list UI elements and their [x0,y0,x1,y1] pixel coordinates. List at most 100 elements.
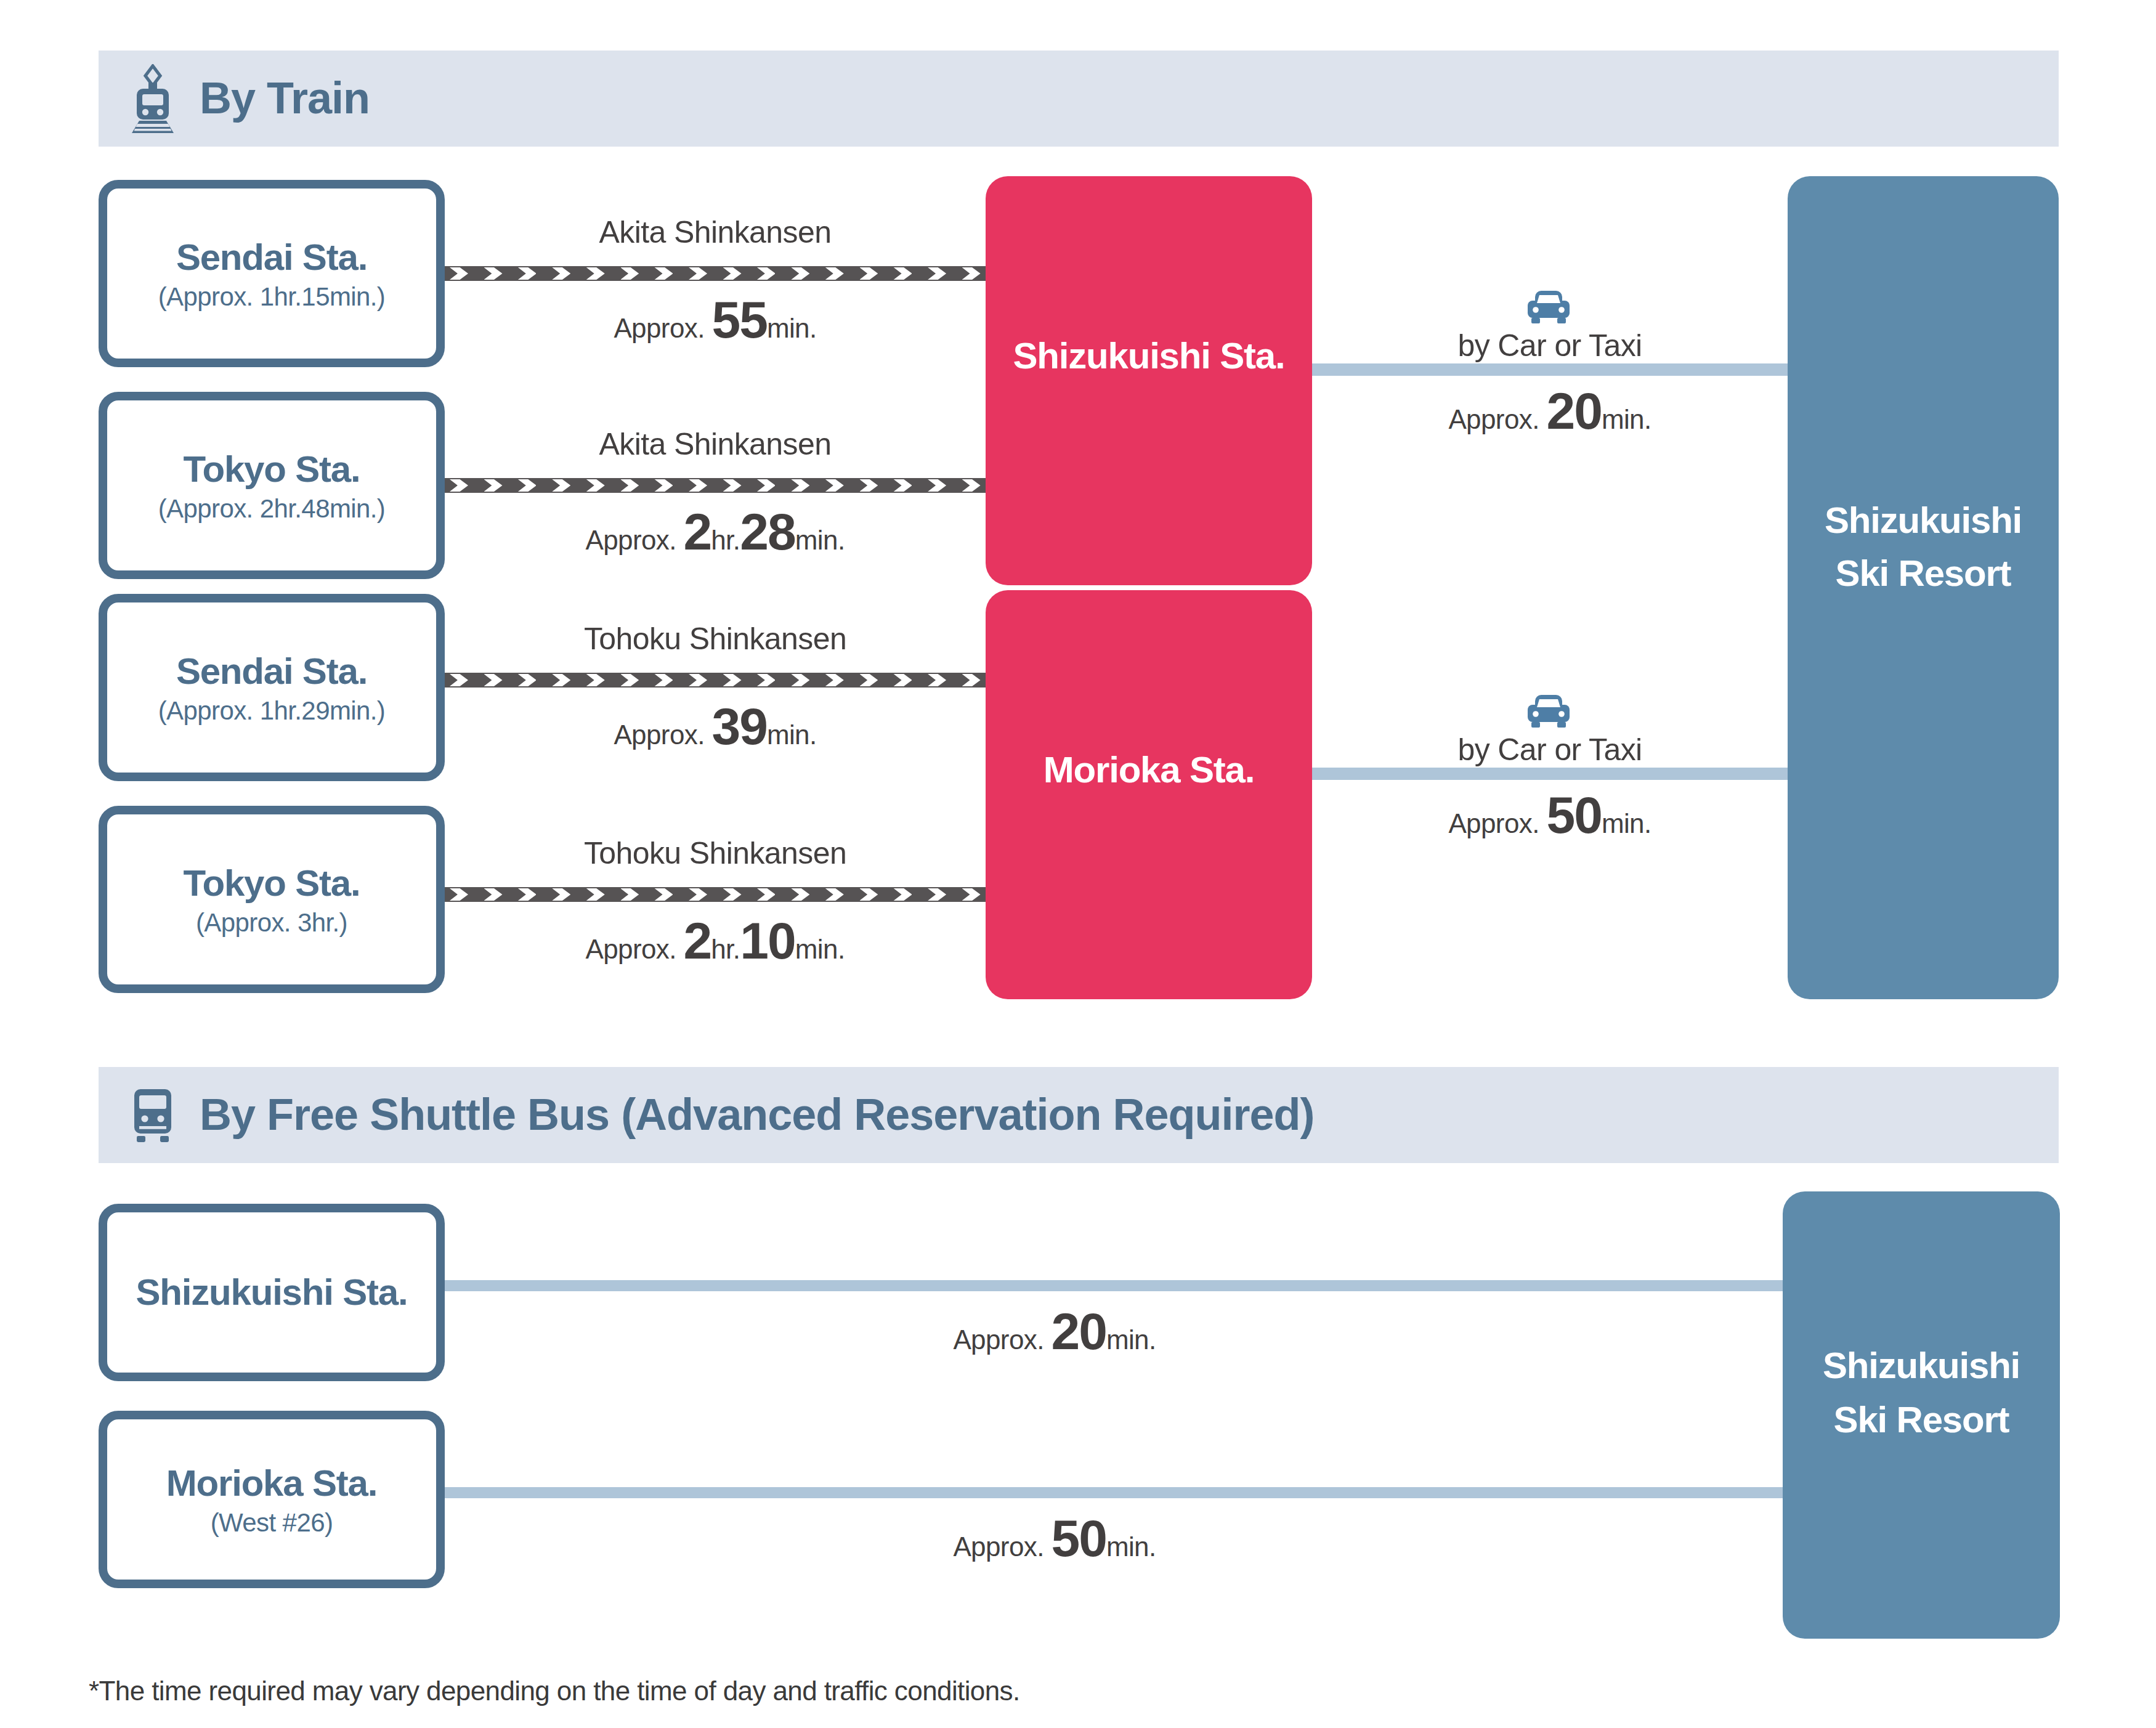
chevron-icon [552,479,570,492]
chevron-icon [518,888,537,901]
chevron-icon [757,674,776,686]
chevron-icon [894,888,912,901]
train-icon [128,64,177,133]
bus-icon [128,1087,177,1143]
chevron-icon [689,479,707,492]
shinkansen-track [445,673,986,688]
chevron-icon [791,479,809,492]
duration-label: Approx. 20min. [445,1302,1664,1361]
chevron-icon [586,674,605,686]
bus-route-line [445,1280,1783,1291]
chevron-icon [859,479,878,492]
chevron-icon [859,674,878,686]
chevron-icon [450,267,468,280]
chevron-icon [791,267,809,280]
duration-label: Approx. 2hr.28min. [445,503,986,562]
chevron-icon [655,888,673,901]
chevron-icon [962,479,981,492]
chevron-icon [484,674,502,686]
chevron-icon [894,267,912,280]
chevron-icon [620,267,639,280]
chevron-icon [723,888,742,901]
station-name: Morioka Sta. [166,1462,377,1504]
chevron-icon [791,674,809,686]
duration-label: Approx. 50min. [1312,786,1788,845]
line-name-label: Tohoku Shinkansen [445,835,986,871]
line-name-label: Tohoku Shinkansen [445,621,986,657]
chevron-icon [825,674,844,686]
destination-name: Shizukuishi Ski Resort [1783,1339,2060,1446]
car-route-line [1312,363,1788,376]
station-name: Sendai Sta. [176,236,367,278]
shinkansen-track [445,478,986,493]
duration-label: Approx. 50min. [445,1509,1664,1568]
car-icon [1526,290,1571,324]
car-icon [1526,694,1571,728]
shinkansen-track [445,266,986,281]
footnote: *The time required may vary depending on… [89,1676,1020,1708]
bus-section-title: By Free Shuttle Bus (Advanced Reservatio… [200,1089,1314,1141]
chevron-icon [689,267,707,280]
chevron-icon [723,674,742,686]
chevron-icon [484,479,502,492]
duration-label: Approx. 55min. [445,291,986,350]
chevron-icon [620,479,639,492]
chevron-icon [450,479,468,492]
duration-label: Approx. 2hr.10min. [445,912,986,971]
chevron-icon [825,888,844,901]
station-box-sendai-akita: Sendai Sta. (Approx. 1hr.15min.) [99,180,445,367]
chevron-icon [655,479,673,492]
chevron-icon [552,267,570,280]
chevron-icon [757,479,776,492]
chevron-icon [620,674,639,686]
duration-label: Approx. 39min. [445,697,986,757]
chevron-icon [450,888,468,901]
chevron-icon [825,267,844,280]
station-box-tokyo-akita: Tokyo Sta. (Approx. 2hr.48min.) [99,392,445,579]
chevron-icon [586,888,605,901]
bus-stop-box-morioka: Morioka Sta. (West #26) [99,1411,445,1588]
chevron-icon [723,479,742,492]
destination-name: Shizukuishi Ski Resort [1788,493,2059,600]
shinkansen-track [445,887,986,902]
chevron-icon [894,479,912,492]
chevron-icon [552,674,570,686]
chevron-icon [518,267,537,280]
access-diagram: By Train Sendai Sta. (Approx. 1hr.15min.… [0,0,2156,1728]
station-box-tokyo-tohoku: Tokyo Sta. (Approx. 3hr.) [99,806,445,993]
bus-route-line [445,1487,1783,1498]
chevron-icon [450,674,468,686]
hub-morioka-station: Morioka Sta. [986,590,1312,999]
station-name: Tokyo Sta. [184,862,360,904]
station-box-sendai-tohoku: Sendai Sta. (Approx. 1hr.29min.) [99,594,445,781]
chevron-icon [928,267,946,280]
chevron-icon [484,888,502,901]
chevron-icon [791,888,809,901]
chevron-icon [859,888,878,901]
station-note: (Approx. 2hr.48min.) [158,493,386,523]
chevron-icon [928,888,946,901]
chevron-icon [928,479,946,492]
chevron-icon [620,888,639,901]
chevron-icon [689,888,707,901]
destination-ski-resort: Shizukuishi Ski Resort [1783,1191,2060,1639]
chevron-icon [962,888,981,901]
station-note: (Approx. 1hr.29min.) [158,696,386,725]
chevron-icon [962,674,981,686]
chevron-icon [689,674,707,686]
train-section-header: By Train [99,51,2059,147]
station-name: Sendai Sta. [176,650,367,692]
station-note: (West #26) [211,1507,333,1537]
chevron-icon [586,479,605,492]
hub-shizukuishi-station: Shizukuishi Sta. [986,176,1312,585]
chevron-icon [757,888,776,901]
chevron-icon [586,267,605,280]
chevron-icon [655,267,673,280]
chevron-icon [655,674,673,686]
station-name: Shizukuishi Sta. [136,1272,408,1313]
hub-name: Shizukuishi Sta. [986,335,1312,377]
train-section-title: By Train [200,73,370,124]
chevron-icon [518,674,537,686]
chevron-icon [894,674,912,686]
chevron-icon [928,674,946,686]
